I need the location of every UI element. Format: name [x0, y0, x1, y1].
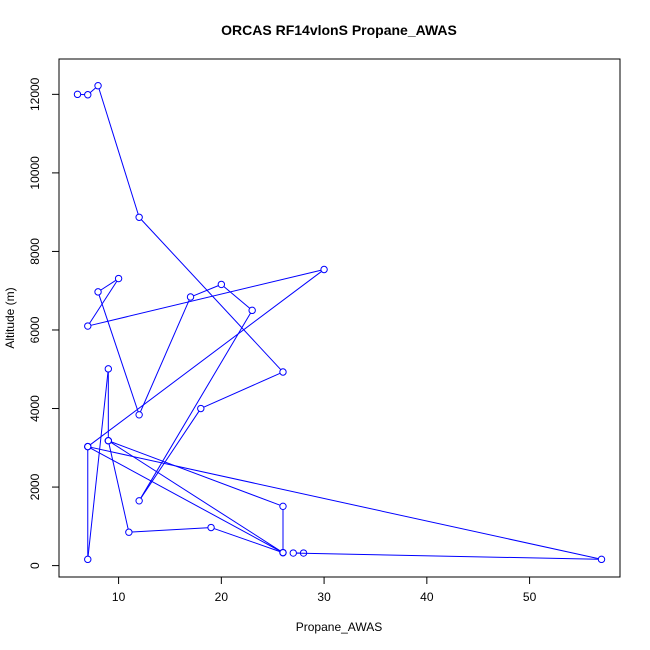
data-point — [94, 82, 102, 90]
series-segment — [111, 441, 281, 506]
data-point — [197, 404, 205, 413]
data-point — [94, 288, 102, 296]
series-group — [73, 82, 606, 564]
data-point — [279, 368, 287, 376]
y-tick-label: 4000 — [28, 395, 42, 422]
series-segment — [89, 87, 96, 94]
series-segment — [90, 271, 322, 446]
series-segment — [140, 410, 200, 499]
series-segment — [90, 447, 281, 552]
series-segment — [110, 442, 281, 552]
series-segment — [89, 280, 118, 324]
data-point — [207, 523, 215, 532]
x-tick-label: 30 — [317, 590, 331, 604]
series-segment — [108, 443, 129, 530]
series-segment — [223, 286, 251, 309]
data-point — [299, 549, 308, 557]
series-segment — [203, 372, 281, 408]
series-segment — [90, 446, 599, 560]
y-tick-label: 0 — [28, 562, 42, 569]
data-point — [135, 411, 143, 419]
x-axis-label: Propane_AWAS — [296, 620, 383, 634]
data-point — [320, 265, 328, 274]
data-point — [217, 280, 226, 289]
data-point — [279, 502, 287, 511]
data-point — [125, 528, 133, 536]
series-segment — [87, 371, 109, 557]
data-point — [248, 306, 256, 315]
data-point — [186, 293, 195, 301]
y-tick-label: 12000 — [28, 77, 42, 111]
series-segment — [139, 299, 190, 413]
y-tick-label: 8000 — [28, 238, 42, 265]
x-tick-label: 50 — [523, 590, 537, 604]
series-segment — [90, 269, 322, 326]
series-segment — [296, 552, 599, 560]
data-point — [289, 549, 297, 557]
x-axis: 10 20 30 40 50 — [112, 577, 537, 604]
y-axis: 0 2000 4000 6000 8000 10000 12000 — [28, 77, 59, 569]
series-segment — [140, 219, 282, 370]
data-point — [114, 274, 123, 283]
y-axis-label: Altitude (m) — [3, 287, 17, 348]
data-point — [84, 322, 92, 330]
y-tick-label: 6000 — [28, 316, 42, 343]
data-point — [104, 365, 113, 373]
data-point — [597, 555, 606, 564]
data-point — [84, 91, 92, 99]
x-tick-label: 40 — [420, 590, 434, 604]
plot-frame — [58, 58, 621, 578]
x-tick-label: 10 — [112, 590, 126, 604]
data-point — [84, 442, 92, 451]
data-point — [279, 548, 287, 557]
series-segment — [213, 528, 281, 553]
series-segment — [132, 527, 208, 533]
series-segment — [100, 279, 117, 291]
data-point — [104, 437, 113, 445]
series-segment — [98, 294, 139, 412]
x-tick-label: 20 — [215, 590, 229, 604]
data-point — [135, 497, 143, 505]
chart-title: ORCAS RF14vlonS Propane_AWAS — [221, 22, 457, 38]
y-tick-label: 2000 — [28, 473, 42, 500]
series-segment — [98, 88, 139, 215]
series-segment — [140, 312, 251, 499]
series-segment — [193, 285, 219, 297]
data-point — [84, 555, 92, 564]
y-tick-label: 10000 — [28, 156, 42, 190]
data-point — [135, 213, 143, 221]
data-point — [73, 90, 82, 99]
